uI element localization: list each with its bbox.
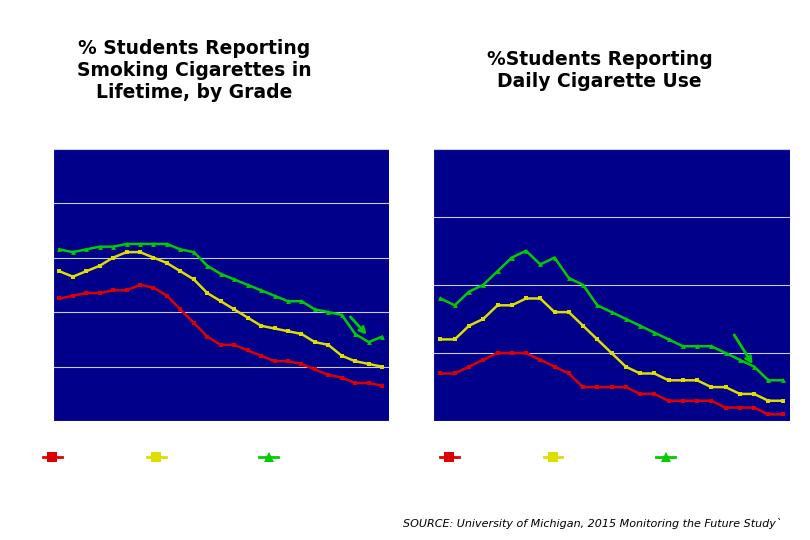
Text: %Students Reporting
Daily Cigarette Use: %Students Reporting Daily Cigarette Use [487,50,712,91]
Legend: 8th Grade, 10th Grade, 12th Grade: 8th Grade, 10th Grade, 12th Grade [38,446,367,469]
Text: Denotes significant difference between 2014 and 2015: Denotes significant difference between 2… [49,505,335,515]
Text: SOURCE: University of Michigan, 2015 Monitoring the Future Study`: SOURCE: University of Michigan, 2015 Mon… [403,518,782,529]
Text: % Students Reporting
Smoking Cigarettes in
Lifetime, by Grade: % Students Reporting Smoking Cigarettes … [77,39,312,102]
Legend: 8th Grade, 10th Grade, 12th Grade: 8th Grade, 10th Grade, 12th Grade [435,446,764,469]
